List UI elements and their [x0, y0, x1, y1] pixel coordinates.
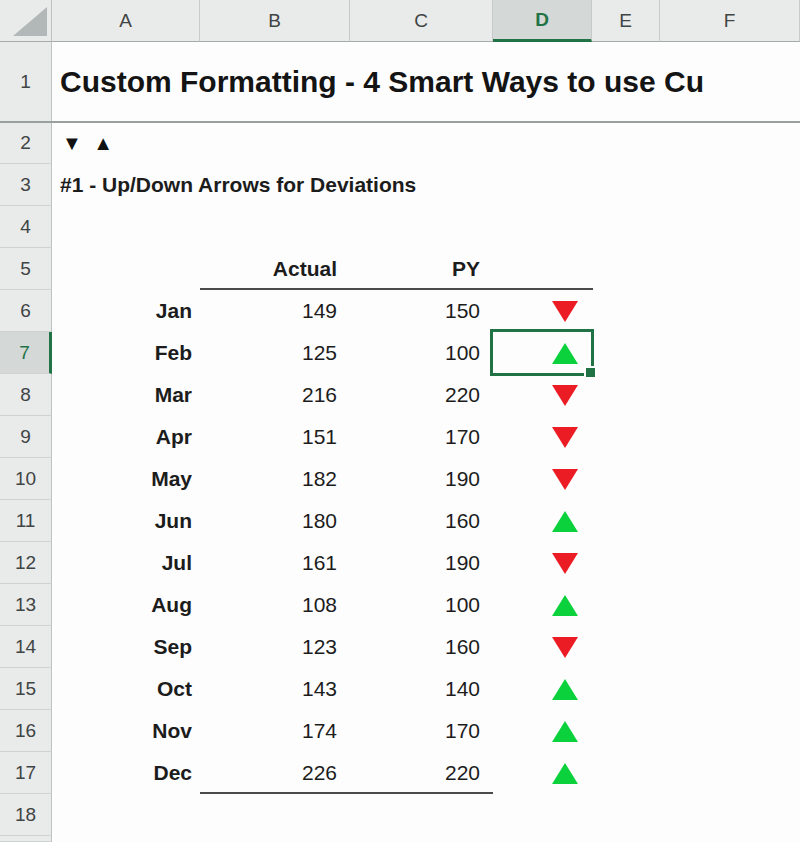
cell-actual-Jun[interactable]: 180: [200, 500, 350, 542]
down-arrow-icon: [552, 637, 578, 658]
cell-arrow-Mar[interactable]: [493, 374, 592, 416]
cell-month-Dec[interactable]: Dec: [52, 752, 200, 794]
row-header-8[interactable]: 8: [0, 374, 52, 416]
column-header-E[interactable]: E: [592, 0, 660, 42]
fill-handle[interactable]: [584, 366, 597, 379]
cell-actual-Mar[interactable]: 216: [200, 374, 350, 416]
cell-py-Oct[interactable]: 140: [350, 668, 493, 710]
cell-arrow-Apr[interactable]: [493, 416, 592, 458]
selected-cell-outline[interactable]: [490, 329, 594, 376]
down-arrow-icon: [552, 553, 578, 574]
column-header-B[interactable]: B: [200, 0, 350, 42]
cell-arrow-May[interactable]: [493, 458, 592, 500]
cell-actual-Jan[interactable]: 149: [200, 290, 350, 332]
select-all-corner[interactable]: [0, 0, 52, 42]
cell-py-May[interactable]: 190: [350, 458, 493, 500]
cell-actual-Nov[interactable]: 174: [200, 710, 350, 752]
down-arrow-icon: [552, 385, 578, 406]
cell-py-Jul[interactable]: 190: [350, 542, 493, 584]
column-header-C[interactable]: C: [350, 0, 493, 42]
cell-section-heading[interactable]: #1 - Up/Down Arrows for Deviations: [52, 164, 652, 206]
cell-header-py[interactable]: PY: [350, 248, 493, 290]
cell-header-actual[interactable]: Actual: [200, 248, 350, 290]
cell-arrow-Nov[interactable]: [493, 710, 592, 752]
cell-month-Jun[interactable]: Jun: [52, 500, 200, 542]
row-header-16[interactable]: 16: [0, 710, 52, 752]
row-header-3[interactable]: 3: [0, 164, 52, 206]
row-header-12[interactable]: 12: [0, 542, 52, 584]
column-header-F[interactable]: F: [660, 0, 800, 42]
excel-worksheet: ABCDEF 123456789101112131415161718 Custo…: [0, 0, 800, 842]
up-arrow-icon: [552, 679, 578, 700]
row-header-15[interactable]: 15: [0, 668, 52, 710]
select-all-triangle-icon: [13, 7, 47, 36]
up-arrow-icon: [552, 763, 578, 784]
cell-arrow-Aug[interactable]: [493, 584, 592, 626]
cell-arrow-Jul[interactable]: [493, 542, 592, 584]
column-header-A[interactable]: A: [52, 0, 200, 42]
cell-actual-Apr[interactable]: 151: [200, 416, 350, 458]
cell-actual-Oct[interactable]: 143: [200, 668, 350, 710]
down-arrow-icon: [552, 301, 578, 322]
cell-py-Dec[interactable]: 220: [350, 752, 493, 794]
cell-actual-Jul[interactable]: 161: [200, 542, 350, 584]
down-arrow-icon: [552, 427, 578, 448]
cell-month-Nov[interactable]: Nov: [52, 710, 200, 752]
cell-month-Apr[interactable]: Apr: [52, 416, 200, 458]
cell-month-Mar[interactable]: Mar: [52, 374, 200, 416]
row-header-partial[interactable]: [0, 836, 52, 842]
row-header-9[interactable]: 9: [0, 416, 52, 458]
row-header-11[interactable]: 11: [0, 500, 52, 542]
cell-py-Jan[interactable]: 150: [350, 290, 493, 332]
cell-month-Jan[interactable]: Jan: [52, 290, 200, 332]
cell-py-Apr[interactable]: 170: [350, 416, 493, 458]
cell-title[interactable]: Custom Formatting - 4 Smart Ways to use …: [52, 42, 800, 122]
cell-actual-Dec[interactable]: 226: [200, 752, 350, 794]
row-header-18[interactable]: 18: [0, 794, 52, 836]
cell-month-Feb[interactable]: Feb: [52, 332, 200, 374]
cell-actual-Feb[interactable]: 125: [200, 332, 350, 374]
cell-arrow-Dec[interactable]: [493, 752, 592, 794]
row-header-7[interactable]: 7: [0, 332, 52, 374]
cell-arrow-Jan[interactable]: [493, 290, 592, 332]
row-header-1[interactable]: 1: [0, 42, 52, 122]
down-arrow-icon: [552, 469, 578, 490]
column-header-D[interactable]: D: [493, 0, 592, 42]
cell-month-Oct[interactable]: Oct: [52, 668, 200, 710]
cell-py-Feb[interactable]: 100: [350, 332, 493, 374]
row-header-14[interactable]: 14: [0, 626, 52, 668]
row-header-17[interactable]: 17: [0, 752, 52, 794]
row-header-5[interactable]: 5: [0, 248, 52, 290]
row-header-10[interactable]: 10: [0, 458, 52, 500]
up-arrow-icon: [552, 595, 578, 616]
row-header-4[interactable]: 4: [0, 206, 52, 248]
cell-month-Jul[interactable]: Jul: [52, 542, 200, 584]
cell-month-Aug[interactable]: Aug: [52, 584, 200, 626]
cell-month-Sep[interactable]: Sep: [52, 626, 200, 668]
cell-actual-May[interactable]: 182: [200, 458, 350, 500]
up-arrow-icon: [552, 511, 578, 532]
cell-arrow-Oct[interactable]: [493, 668, 592, 710]
cell-arrow-Sep[interactable]: [493, 626, 592, 668]
cell-arrow-legend[interactable]: ▼ ▲: [52, 122, 352, 164]
row-header-6[interactable]: 6: [0, 290, 52, 332]
cell-actual-Aug[interactable]: 108: [200, 584, 350, 626]
cell-month-May[interactable]: May: [52, 458, 200, 500]
cell-py-Mar[interactable]: 220: [350, 374, 493, 416]
cell-py-Aug[interactable]: 100: [350, 584, 493, 626]
up-arrow-icon: [552, 721, 578, 742]
cell-arrow-Jun[interactable]: [493, 500, 592, 542]
cell-py-Jun[interactable]: 160: [350, 500, 493, 542]
cell-py-Nov[interactable]: 170: [350, 710, 493, 752]
row-header-13[interactable]: 13: [0, 584, 52, 626]
row-header-2[interactable]: 2: [0, 122, 52, 164]
cell-actual-Sep[interactable]: 123: [200, 626, 350, 668]
cell-py-Sep[interactable]: 160: [350, 626, 493, 668]
